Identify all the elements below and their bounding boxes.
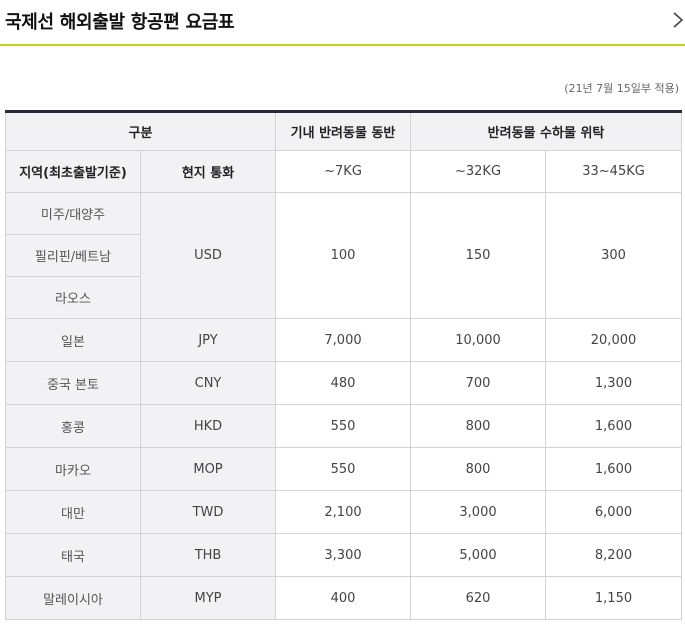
region-cell: 미주/대양주	[5, 192, 141, 235]
header-cargo: 반려동물 수하물 위탁	[410, 111, 683, 151]
table-header-row: 구분 기내 반려동물 동반 반려동물 수하물 위탁	[4, 111, 683, 151]
header-currency: 현지 통화	[139, 150, 277, 193]
fare-cell: 700	[410, 361, 547, 405]
currency-cell: HKD	[139, 404, 277, 448]
fare-cell: 1,300	[545, 361, 683, 405]
table-row: 중국 본토 CNY 480 700 1,300	[5, 361, 683, 405]
header-cabin: 기내 반려동물 동반	[275, 111, 412, 151]
fare-cell: 150	[410, 192, 547, 319]
fare-cell: 7,000	[275, 318, 412, 362]
page-title: 국제선 해외출발 항공편 요금표	[5, 12, 235, 33]
effective-date-note: (21년 7월 15일부 적용)	[564, 82, 679, 95]
fare-cell: 100	[275, 192, 412, 319]
region-cell: 중국 본토	[5, 361, 141, 405]
table-row: 말레이시아 MYP 400 620 1,150	[5, 576, 683, 620]
header-weight-32kg: ~32KG	[410, 150, 547, 193]
table-row: 대만 TWD 2,100 3,000 6,000	[5, 490, 683, 534]
modal-header: 국제선 해외출발 항공편 요금표	[0, 0, 685, 46]
fare-cell: 20,000	[545, 318, 683, 362]
table-row: 라오스	[5, 276, 682, 319]
fare-table: 구분 기내 반려동물 동반 반려동물 수하물 위탁 지역(최초출발기준) 현지 …	[4, 110, 683, 620]
table-row: 홍콩 HKD 550 800 1,600	[5, 404, 683, 448]
region-cell: 마카오	[5, 447, 141, 491]
region-cell: 대만	[5, 490, 141, 534]
region-cell: 필리핀/베트남	[5, 234, 141, 277]
region-cell: 홍콩	[5, 404, 141, 448]
header-weight-45kg: 33~45KG	[545, 150, 683, 193]
fare-cell: 1,600	[545, 447, 683, 491]
region-cell: 라오스	[5, 276, 141, 319]
currency-cell: TWD	[139, 490, 277, 534]
fare-cell: 800	[410, 404, 547, 448]
fare-cell: 2,100	[275, 490, 412, 534]
fare-cell: 5,000	[410, 533, 547, 577]
table-row: 필리핀/베트남	[5, 234, 682, 277]
currency-cell: CNY	[139, 361, 277, 405]
fare-cell: 6,000	[545, 490, 683, 534]
table-row: 태국 THB 3,300 5,000 8,200	[5, 533, 683, 577]
header-weight-7kg: ~7KG	[275, 150, 412, 193]
region-cell: 말레이시아	[5, 576, 141, 620]
fare-cell: 550	[275, 447, 412, 491]
currency-cell: THB	[139, 533, 277, 577]
currency-cell: JPY	[139, 318, 277, 362]
table-row: 일본 JPY 7,000 10,000 20,000	[5, 318, 683, 362]
currency-cell: MYP	[139, 576, 277, 620]
table-subheader-row: 지역(최초출발기준) 현지 통화 ~7KG ~32KG 33~45KG	[5, 150, 683, 193]
fare-cell: 10,000	[410, 318, 547, 362]
fare-cell: 480	[275, 361, 412, 405]
currency-cell: MOP	[139, 447, 277, 491]
currency-cell: USD	[139, 192, 277, 319]
fare-cell: 1,150	[545, 576, 683, 620]
fare-cell: 300	[545, 192, 683, 319]
fare-cell: 550	[275, 404, 412, 448]
fare-cell: 400	[275, 576, 412, 620]
fare-cell: 3,000	[410, 490, 547, 534]
region-cell: 태국	[5, 533, 141, 577]
table-row: 마카오 MOP 550 800 1,600	[5, 447, 683, 491]
region-cell: 일본	[5, 318, 141, 362]
chevron-right-icon[interactable]	[671, 9, 685, 31]
fare-cell: 8,200	[545, 533, 683, 577]
table-row: 미주/대양주 USD 100 150 300	[5, 192, 683, 319]
header-region: 지역(최초출발기준)	[5, 150, 141, 193]
fare-cell: 3,300	[275, 533, 412, 577]
fare-cell: 1,600	[545, 404, 683, 448]
header-category: 구분	[4, 111, 277, 151]
fare-cell: 800	[410, 447, 547, 491]
fare-cell: 620	[410, 576, 547, 620]
